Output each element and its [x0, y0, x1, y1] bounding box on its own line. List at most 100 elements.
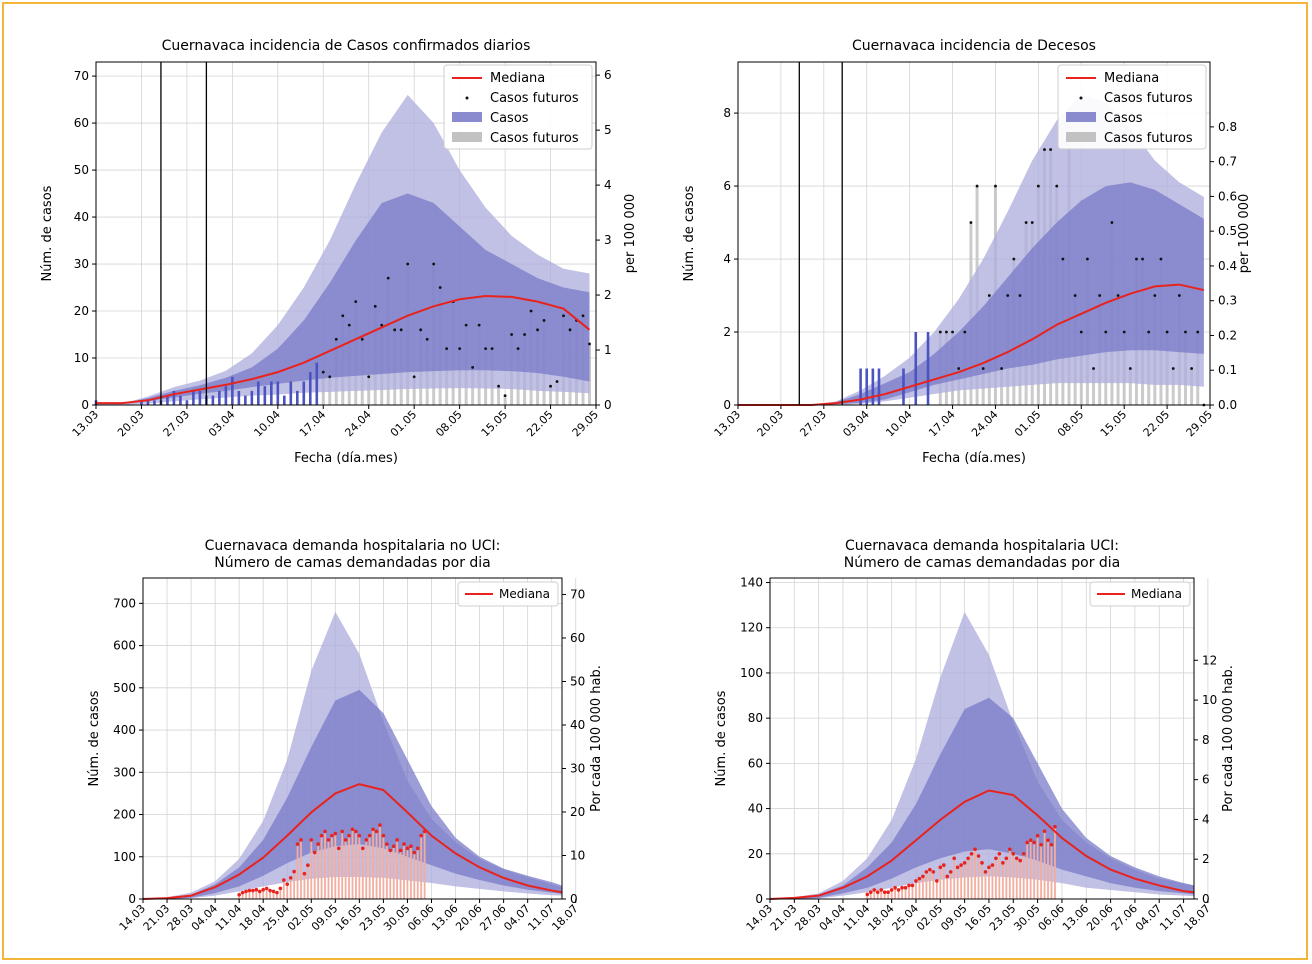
observed-bar: [894, 887, 897, 899]
x-tick-label: 08.05: [1055, 408, 1086, 439]
observed-point: [333, 831, 338, 836]
observed-bar: [375, 831, 378, 899]
x-tick-label: 08.05: [433, 408, 464, 439]
observed-bar: [416, 848, 419, 899]
x-tick-label: 20.03: [115, 408, 146, 439]
observed-bar: [1036, 835, 1039, 899]
observed-bar: [252, 890, 254, 899]
future-case-bar: [549, 386, 553, 405]
x-tick-label: 20.06: [453, 902, 484, 933]
future-case-point: [412, 375, 416, 379]
observed-case-bar: [283, 395, 286, 405]
future-case-point: [1092, 367, 1095, 370]
observed-point: [1053, 824, 1057, 829]
future-case-point: [555, 380, 559, 383]
y-tick-label: 8: [723, 106, 731, 120]
observed-bar: [389, 850, 392, 899]
observed-point: [872, 888, 877, 892]
observed-bar: [351, 829, 354, 899]
future-case-point: [1171, 367, 1175, 370]
future-case-point: [380, 323, 384, 327]
observed-point: [247, 888, 252, 893]
observed-bar: [361, 848, 364, 899]
y2-tick-label: 0.0: [1218, 398, 1237, 412]
y-tick-label: 6: [723, 179, 731, 193]
observed-bar: [960, 865, 963, 899]
future-case-point: [945, 330, 948, 334]
observed-point: [330, 833, 334, 838]
legend-cases-swatch: [1066, 112, 1096, 122]
observed-point: [921, 874, 925, 879]
x-tick-label: 02.05: [914, 902, 945, 933]
future-case-point: [1006, 294, 1010, 297]
y-tick-label: 30: [74, 257, 89, 271]
observed-point: [271, 889, 276, 894]
future-case-point: [347, 323, 351, 327]
observed-point: [973, 847, 977, 852]
chart-title: Cuernavaca demanda hospitalaria UCI:: [845, 538, 1119, 554]
observed-case-bar: [250, 390, 254, 405]
observed-bar: [310, 839, 313, 899]
x-tick-label: 24.04: [342, 408, 373, 439]
future-case-point: [386, 276, 390, 280]
legend-label: Casos futuros: [1104, 131, 1193, 146]
observed-bar: [344, 839, 347, 899]
observed-point: [889, 888, 894, 892]
y2-axis-label: per 100 000: [623, 194, 638, 274]
y2-axis-label: Por cada 100 000 hab.: [589, 665, 604, 812]
observed-point: [924, 870, 929, 874]
future-case-point: [1153, 294, 1157, 297]
observed-bar: [890, 889, 893, 899]
x-tick-label: 17.04: [297, 408, 328, 439]
future-case-point: [1030, 221, 1034, 224]
future-case-point: [341, 314, 345, 318]
observed-point: [910, 883, 915, 888]
observed-point: [868, 890, 873, 895]
observed-bar: [1019, 860, 1022, 899]
observed-bar: [413, 852, 416, 899]
observed-point: [309, 838, 314, 842]
future-case-point: [321, 370, 325, 374]
observed-point: [282, 878, 286, 882]
observed-point: [419, 833, 423, 838]
x-tick-label: 14.03: [117, 902, 148, 933]
x-tick-label: 17.04: [926, 408, 957, 439]
observed-point: [391, 844, 396, 849]
x-tick-label: 27.06: [477, 902, 508, 933]
x-tick-label: 06.06: [405, 902, 436, 933]
observed-point: [879, 888, 884, 892]
x-tick-label: 11.07: [1157, 902, 1188, 933]
observed-case-bar: [308, 372, 312, 405]
x-tick-label: 27.03: [797, 408, 828, 439]
observed-bar: [918, 878, 921, 899]
y-tick-label: 10: [74, 351, 89, 365]
observed-bar: [320, 835, 323, 899]
x-tick-label: 14.03: [744, 902, 775, 933]
y2-tick-label: 1: [604, 343, 612, 357]
observed-bar: [358, 835, 361, 899]
chart-subtitle: Número de camas demandadas por dia: [844, 555, 1121, 571]
observed-bar: [272, 891, 275, 899]
x-tick-label: 10.04: [251, 408, 282, 439]
observed-point: [1035, 833, 1040, 838]
future-case-point: [1073, 294, 1077, 297]
x-tick-label: 29.05: [1184, 408, 1215, 439]
observed-bar: [303, 873, 306, 899]
observed-point: [326, 838, 331, 842]
y-tick-label: 0: [81, 398, 89, 412]
y-tick-label: 4: [723, 252, 731, 266]
observed-bar: [324, 831, 326, 899]
x-tick-label: 20.03: [755, 408, 786, 439]
future-case-point: [987, 294, 991, 297]
x-tick-label: 02.05: [285, 902, 316, 933]
y-tick-label: 70: [74, 69, 89, 83]
y-tick-label: 500: [113, 681, 136, 695]
x-tick-label: 11.04: [213, 902, 244, 933]
y-tick-label: 20: [748, 847, 763, 861]
future-case-point: [1024, 221, 1028, 224]
y-tick-label: 0: [128, 892, 136, 906]
prediction-band-inner: [96, 193, 590, 404]
observed-point: [319, 833, 324, 838]
observed-point: [914, 879, 918, 883]
future-case-point: [445, 347, 449, 351]
